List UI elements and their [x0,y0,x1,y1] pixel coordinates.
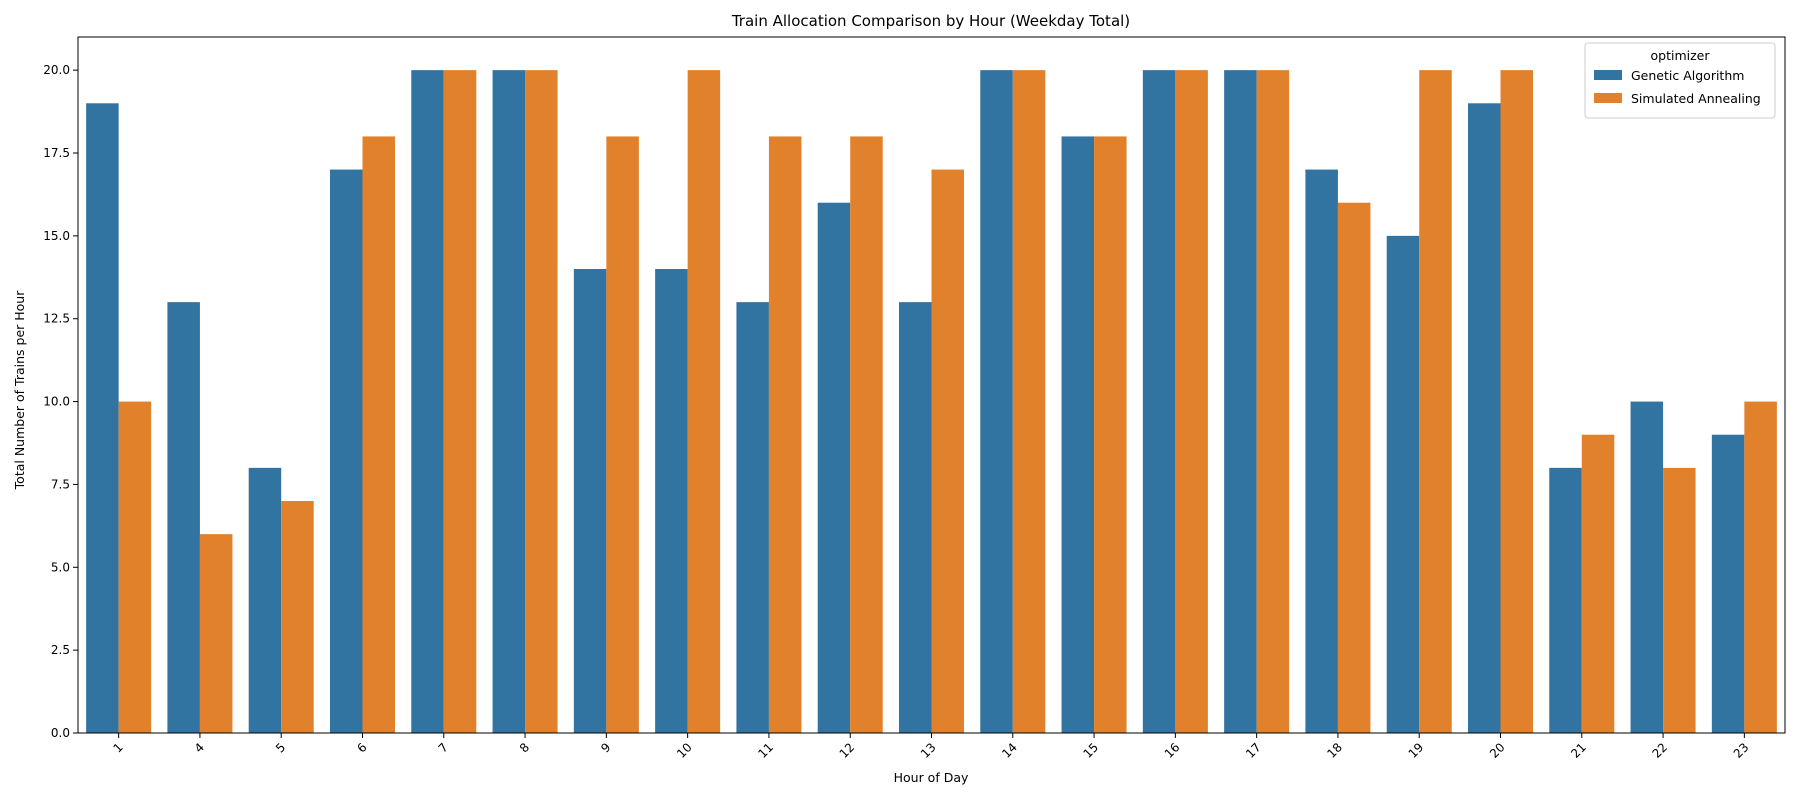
bar-simulated-annealing-17 [1256,70,1290,733]
legend-title: optimizer [1651,48,1711,63]
bar-genetic-algorithm-7 [411,70,444,733]
bar-genetic-algorithm-17 [1224,70,1257,733]
bar-genetic-algorithm-23 [1711,434,1745,733]
bar-simulated-annealing-15 [1094,136,1127,733]
legend-swatch-genetic-algorithm [1594,70,1622,80]
y-tick-label: 15.0 [43,229,70,243]
x-tick-label: 6 [354,740,369,755]
bar-simulated-annealing-16 [1175,70,1208,733]
bars-layer [86,70,1777,734]
bar-genetic-algorithm-12 [817,202,851,733]
bar-genetic-algorithm-1 [86,103,119,734]
bar-genetic-algorithm-19 [1386,235,1420,734]
bar-genetic-algorithm-15 [1061,136,1095,733]
bar-genetic-algorithm-16 [1142,70,1176,733]
x-tick-label: 5 [273,740,288,755]
bar-simulated-annealing-14 [1012,70,1046,733]
bar-genetic-algorithm-18 [1305,169,1338,733]
x-tick-label: 13 [918,740,939,761]
bar-genetic-algorithm-20 [1467,103,1501,734]
bar-simulated-annealing-9 [606,136,639,733]
legend-label-simulated-annealing: Simulated Annealing [1631,91,1761,106]
x-tick-label: 18 [1324,740,1345,761]
bar-genetic-algorithm-9 [573,269,607,733]
bar-simulated-annealing-12 [850,136,883,733]
x-tick-label: 15 [1080,740,1101,761]
x-tick-label: 12 [837,740,858,761]
chart-title: Train Allocation Comparison by Hour (Wee… [731,12,1130,30]
y-axis-title: Total Number of Trains per Hour [12,290,27,491]
x-tick-label: 9 [598,740,613,755]
bar-simulated-annealing-8 [525,70,558,733]
bar-simulated-annealing-22 [1663,467,1696,733]
x-tick-label: 19 [1406,740,1427,761]
x-axis-title: Hour of Day [894,770,969,785]
bar-simulated-annealing-1 [118,401,152,733]
x-tick-label: 7 [436,740,451,755]
bar-simulated-annealing-21 [1581,434,1615,733]
legend: optimizer Genetic Algorithm Simulated Anne… [1584,42,1776,119]
x-tick-label: 17 [1243,740,1264,761]
x-tick-label: 4 [192,740,207,755]
legend-label-genetic-algorithm: Genetic Algorithm [1631,68,1744,83]
bar-genetic-algorithm-14 [980,70,1013,733]
x-tick-label: 23 [1731,740,1752,761]
x-tick-label: 14 [999,740,1020,761]
bar-genetic-algorithm-11 [736,302,769,733]
y-tick-label: 20.0 [43,63,70,77]
bar-genetic-algorithm-4 [167,302,200,733]
bar-genetic-algorithm-8 [492,70,526,733]
bar-genetic-algorithm-21 [1549,467,1582,733]
legend-box [1584,42,1776,119]
bar-genetic-algorithm-22 [1630,401,1664,733]
bar-genetic-algorithm-10 [655,269,688,733]
bar-simulated-annealing-6 [362,136,396,733]
y-tick-label: 5.0 [51,560,70,574]
x-tick-label: 20 [1487,740,1508,761]
y-tick-label: 10.0 [43,395,70,409]
bar-genetic-algorithm-5 [248,467,282,733]
bar-simulated-annealing-20 [1500,70,1534,733]
x-tick-label: 10 [674,740,695,761]
y-tick-label: 17.5 [43,146,70,160]
x-tick-label: 21 [1568,740,1589,761]
bar-simulated-annealing-23 [1744,401,1777,733]
bar-simulated-annealing-19 [1419,70,1452,733]
x-tick-label: 8 [517,740,532,755]
x-tick-label: 16 [1162,740,1183,761]
y-tick-label: 12.5 [43,312,70,326]
bar-simulated-annealing-5 [281,501,314,733]
x-tick-label: 1 [110,740,125,755]
bar-genetic-algorithm-13 [898,302,932,733]
bar-simulated-annealing-13 [931,169,965,733]
x-tick-label: 11 [755,740,776,761]
bar-simulated-annealing-7 [443,70,477,733]
legend-swatch-simulated-annealing [1594,93,1622,103]
bar-simulated-annealing-10 [687,70,721,733]
y-tick-label: 2.5 [51,643,70,657]
bar-simulated-annealing-4 [199,534,233,733]
bar-genetic-algorithm-6 [329,169,363,733]
bar-simulated-annealing-18 [1337,202,1371,733]
y-tick-label: 7.5 [51,477,70,491]
bar-simulated-annealing-11 [768,136,802,733]
y-tick-label: 0.0 [51,726,70,740]
x-tick-label: 22 [1649,740,1670,761]
